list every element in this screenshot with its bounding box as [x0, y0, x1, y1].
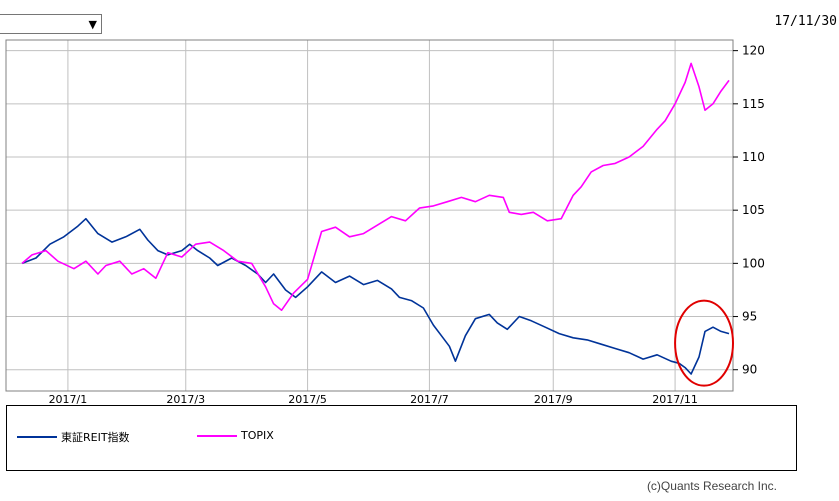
- x-axis-ticks: 2017/1 2017/3 2017/5 2017/7 2017/9 2017/11: [49, 393, 698, 405]
- chart-grid: [6, 40, 733, 391]
- highlight-ellipse: [674, 299, 735, 387]
- legend-label-reit: 東証REIT指数: [61, 431, 130, 444]
- y-tick-label: 105: [742, 203, 765, 217]
- y-tick-label: 110: [742, 150, 765, 164]
- plot-border: [5, 39, 734, 392]
- x-tick-label: 2017/3: [166, 393, 205, 405]
- series-line-reit: [21, 217, 730, 375]
- copyright: (c)Quants Research Inc.: [646, 479, 777, 493]
- y-axis-ticks: 90 95 100 105 110 115 120: [733, 44, 765, 377]
- y-tick-label: 120: [742, 44, 765, 58]
- plot-frame: [5, 39, 734, 392]
- x-tick-label: 2017/1: [49, 393, 88, 405]
- series-lines: [21, 62, 730, 375]
- y-tick-label: 100: [742, 256, 765, 270]
- legend-swatch-reit: [17, 436, 57, 438]
- line-chart: 2017/1 2017/3 2017/5 2017/7 2017/9 2017/11 90…: [5, 39, 765, 405]
- series-line-topix: [21, 62, 730, 312]
- y-tick-label: 95: [742, 310, 757, 324]
- legend: 東証REIT指数 TOPIX: [6, 405, 797, 471]
- x-tick-label: 2017/5: [288, 393, 327, 405]
- chevron-down-icon: ▼: [88, 17, 97, 31]
- y-tick-label: 90: [742, 363, 757, 377]
- period-select[interactable]: ▼: [0, 14, 102, 34]
- legend-swatch-topix: [197, 434, 237, 437]
- x-tick-label: 2017/9: [534, 393, 573, 405]
- legend-item-topix: TOPIX: [197, 429, 274, 442]
- date-label: 17/11/30: [774, 14, 837, 29]
- y-tick-label: 115: [742, 97, 765, 111]
- x-tick-label: 2017/7: [410, 393, 449, 405]
- x-tick-label: 2017/11: [652, 393, 698, 405]
- highlight-annotation: [674, 299, 735, 387]
- legend-label-topix: TOPIX: [241, 429, 274, 442]
- legend-item-reit: 東証REIT指数: [17, 429, 130, 445]
